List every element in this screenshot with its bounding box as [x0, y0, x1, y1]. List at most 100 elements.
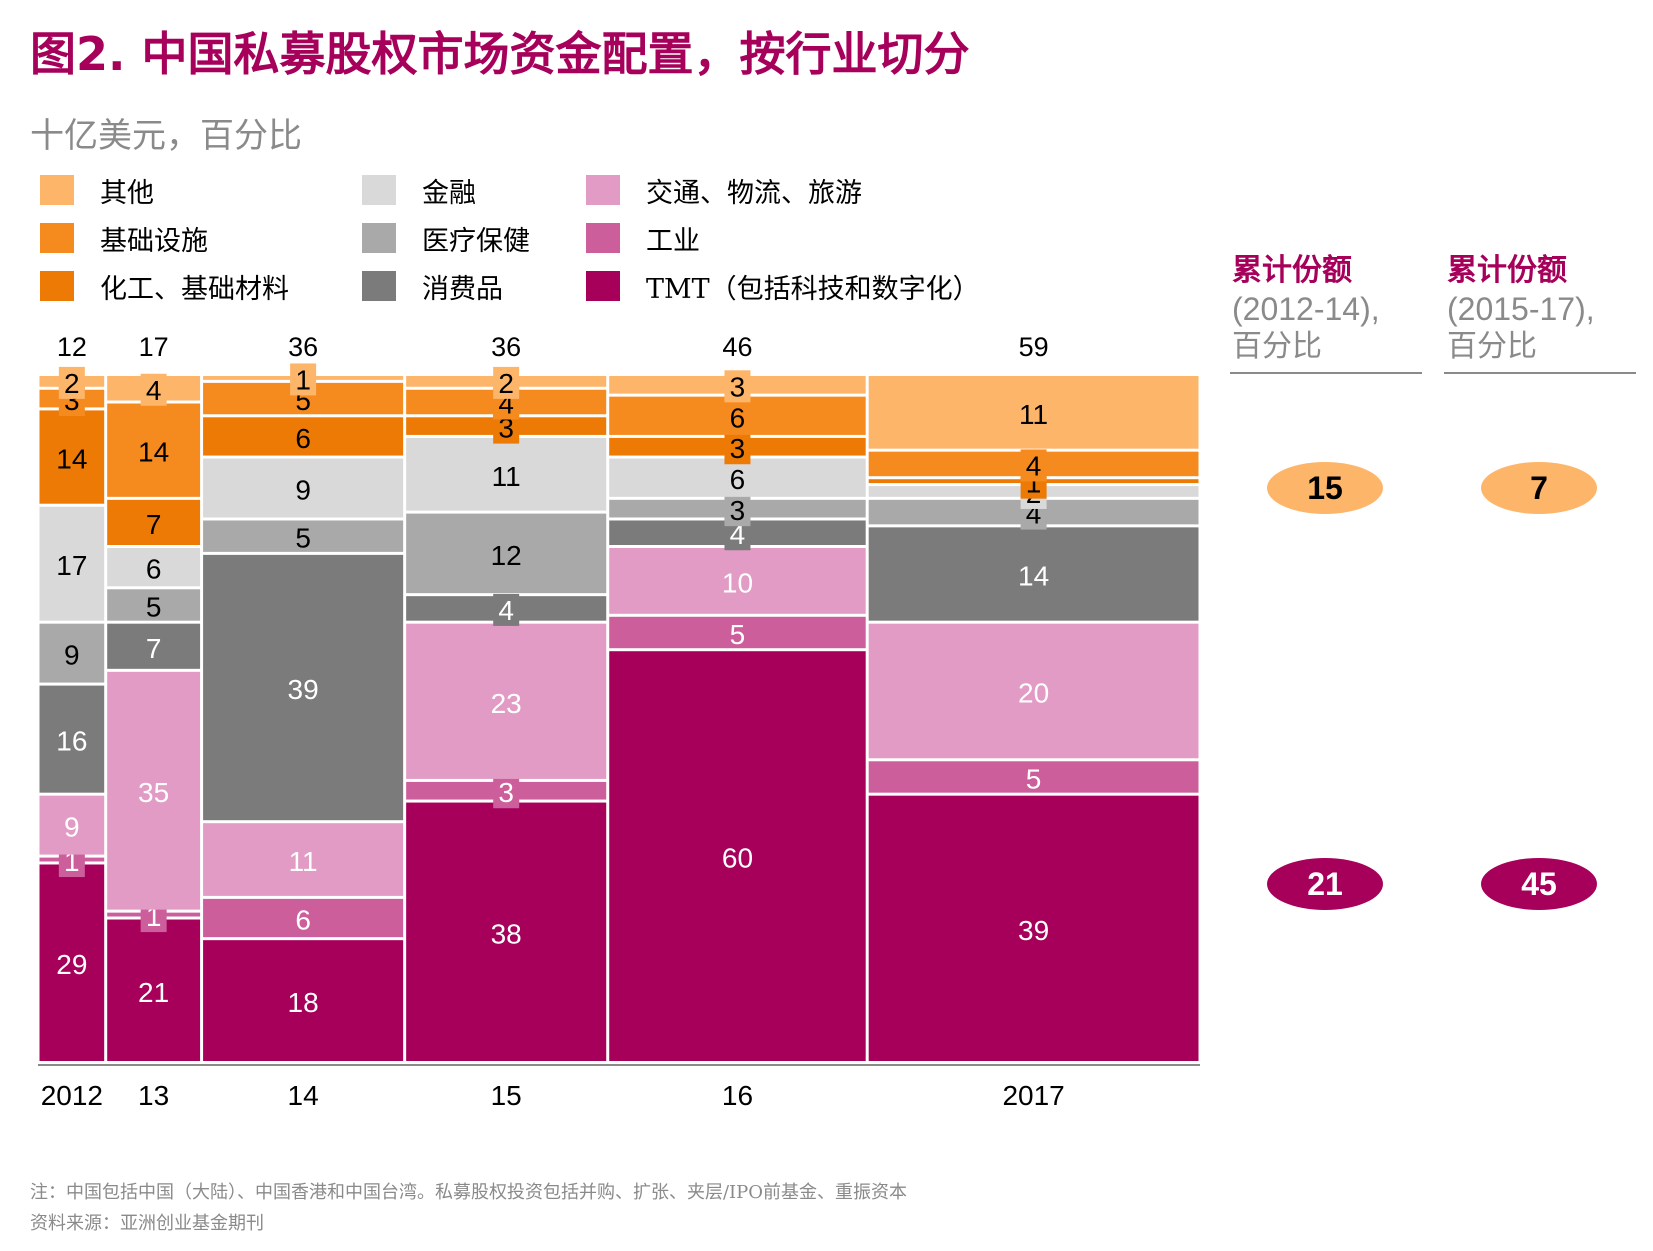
label-chip-other-16 [724, 370, 751, 403]
label-chip-healthcare-16 [724, 494, 751, 527]
bar-segment-industrial-14 [203, 898, 404, 938]
bar-segment-chemicals-14 [203, 417, 404, 456]
legend-item-industrial: 工业 [586, 218, 700, 258]
data-label-industrial-15: 3 [498, 777, 514, 808]
column-total-16: 46 [722, 332, 752, 362]
label-chip-other-15 [493, 366, 520, 399]
data-label-consumer-2012: 16 [56, 726, 87, 757]
legend-label-tmt: TMT（包括科技和数字化） [646, 273, 980, 305]
data-label-healthcare-14: 5 [295, 523, 311, 554]
data-label-industrial-2017: 5 [1026, 763, 1042, 794]
side-col2-rule [1444, 372, 1636, 374]
data-label-finance-14: 9 [295, 475, 311, 506]
legend-label-industrial: 工业 [646, 225, 700, 257]
data-label-chemicals-2012: 14 [56, 444, 87, 475]
data-label-other-16: 3 [730, 371, 746, 402]
data-label-consumer-2017: 14 [1018, 561, 1049, 592]
label-chip-consumer-15 [493, 593, 520, 626]
side-col1-period: (2012-14), [1232, 291, 1380, 327]
bar-segment-transport-2012 [39, 795, 105, 855]
side-col2-period: (2015-17), [1447, 291, 1595, 327]
data-label-chemicals-14: 6 [295, 423, 311, 454]
data-label-tmt-15: 38 [491, 918, 522, 949]
data-label-finance-16: 6 [730, 464, 746, 495]
side-col2-title: 累计份额 [1447, 253, 1567, 288]
bar-segment-tmt-13 [107, 919, 201, 1061]
legend-swatch-other [40, 175, 74, 205]
bar-segment-tmt-16 [609, 651, 866, 1061]
data-label-other-2017: 11 [1019, 399, 1048, 430]
bar-segment-consumer-14 [203, 554, 404, 821]
data-label-consumer-16: 4 [730, 519, 746, 550]
bar-segment-finance-16 [609, 458, 866, 497]
side-col2-header: 累计份额 (2015-17), 百分比 [1447, 252, 1637, 366]
data-label-chemicals-15: 3 [498, 413, 514, 444]
legend-label-finance: 金融 [422, 177, 476, 209]
legend-swatch-chemicals [40, 271, 74, 301]
data-label-finance-2012: 17 [56, 550, 87, 581]
label-chip-other-2012 [58, 366, 85, 399]
bar-segment-industrial-16 [609, 616, 866, 649]
side-col1-title: 累计份额 [1232, 253, 1352, 288]
source-note: 资料来源：亚洲创业基金期刊 [30, 1213, 264, 1234]
bar-segment-tmt-2017 [868, 795, 1199, 1061]
data-label-consumer-13: 7 [146, 633, 162, 664]
bar-segment-other-2017 [868, 376, 1199, 449]
legend: 其他 基础设施 化工、基础材料 金融 医疗保健 消费品 交通、物流、旅游 工业 … [40, 170, 1120, 320]
legend-item-consumer: 消费品 [362, 266, 503, 306]
data-label-tmt-2017: 39 [1018, 915, 1049, 946]
bar-segment-consumer-13 [107, 623, 201, 669]
legend-swatch-consumer [362, 271, 396, 301]
legend-item-healthcare: 医疗保健 [362, 218, 530, 258]
legend-swatch-finance [362, 175, 396, 205]
data-label-transport-13: 35 [138, 777, 169, 808]
side-col2-tmt-share: 45 [1481, 858, 1597, 910]
data-label-tmt-16: 60 [722, 843, 753, 874]
bar-segment-transport-13 [107, 671, 201, 910]
data-label-finance-13: 6 [146, 554, 162, 585]
legend-label-transport: 交通、物流、旅游 [646, 177, 862, 209]
legend-label-chemicals: 化工、基础材料 [100, 273, 289, 305]
data-label-other-15: 2 [498, 368, 514, 399]
data-label-healthcare-16: 3 [730, 495, 746, 526]
legend-item-other: 其他 [40, 170, 154, 210]
bar-segment-tmt-14 [203, 940, 404, 1061]
label-chip-chemicals-16 [724, 432, 751, 465]
data-label-consumer-14: 39 [288, 674, 319, 705]
legend-item-infrastructure: 基础设施 [40, 218, 208, 258]
data-label-tmt-2012: 29 [56, 949, 87, 980]
bar-segment-transport-16 [609, 548, 866, 614]
legend-item-finance: 金融 [362, 170, 476, 210]
side-col2-other-share: 7 [1481, 462, 1597, 514]
bar-segment-healthcare-15 [406, 513, 607, 594]
chart-title: 图2. 中国私募股权市场资金配置，按行业切分 [30, 27, 970, 81]
data-label-industrial-16: 5 [730, 619, 746, 650]
bar-segment-consumer-2017 [868, 527, 1199, 621]
bar-segment-chemicals-2012 [39, 410, 105, 504]
legend-item-chemicals: 化工、基础材料 [40, 266, 289, 306]
column-total-2012: 12 [57, 332, 87, 362]
data-label-other-2012: 2 [64, 368, 80, 399]
x-tick-14: 14 [288, 1080, 319, 1111]
label-chip-infrastructure-2017 [1020, 449, 1047, 482]
footnote: 注：中国包括中国（大陆）、中国香港和中国台湾。私募股权投资包括并购、扩张、夹层/… [30, 1182, 908, 1203]
legend-label-consumer: 消费品 [422, 273, 503, 305]
data-label-finance-15: 11 [492, 461, 521, 492]
bar-segment-consumer-2012 [39, 685, 105, 793]
label-chip-industrial-15 [493, 776, 520, 809]
legend-swatch-infrastructure [40, 223, 74, 253]
bar-segment-transport-14 [203, 823, 404, 896]
data-label-infrastructure-2017: 4 [1026, 450, 1042, 481]
column-total-13: 17 [139, 332, 169, 362]
bar-segment-tmt-15 [406, 802, 607, 1061]
data-label-transport-15: 23 [491, 688, 522, 719]
bar-segment-industrial-2017 [868, 761, 1199, 793]
legend-label-healthcare: 医疗保健 [422, 225, 530, 257]
bar-segment-transport-15 [406, 623, 607, 779]
data-label-transport-16: 10 [722, 567, 753, 598]
data-label-tmt-13: 21 [138, 977, 169, 1008]
legend-swatch-tmt [586, 271, 620, 301]
bar-segment-chemicals-13 [107, 499, 201, 545]
bar-segment-healthcare-14 [203, 520, 404, 552]
data-label-consumer-15: 4 [498, 595, 514, 626]
